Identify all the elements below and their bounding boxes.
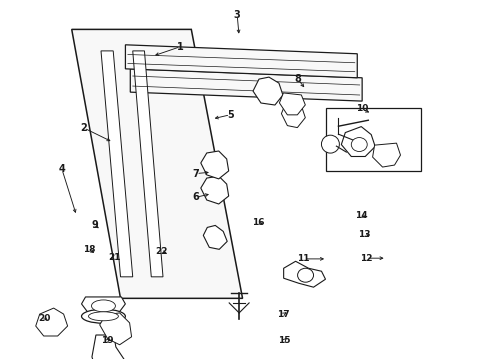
- Polygon shape: [342, 127, 375, 157]
- Ellipse shape: [321, 135, 340, 153]
- Text: 10: 10: [356, 104, 368, 113]
- Polygon shape: [36, 308, 68, 336]
- Text: 11: 11: [297, 255, 310, 264]
- Text: 16: 16: [252, 218, 265, 227]
- Text: 9: 9: [91, 220, 98, 230]
- Text: 18: 18: [83, 246, 96, 255]
- Polygon shape: [201, 151, 229, 179]
- Bar: [325, 108, 421, 171]
- Text: 5: 5: [227, 110, 234, 120]
- Text: 2: 2: [80, 123, 87, 133]
- Polygon shape: [279, 93, 305, 115]
- Polygon shape: [81, 297, 125, 314]
- Text: 1: 1: [177, 42, 184, 51]
- Polygon shape: [253, 77, 283, 105]
- Polygon shape: [281, 104, 305, 127]
- Polygon shape: [92, 335, 132, 360]
- Polygon shape: [125, 45, 357, 78]
- Polygon shape: [133, 51, 163, 277]
- Ellipse shape: [81, 309, 125, 323]
- Polygon shape: [201, 176, 229, 204]
- Text: 7: 7: [193, 168, 199, 179]
- Ellipse shape: [89, 312, 119, 321]
- Text: 12: 12: [360, 254, 372, 263]
- Polygon shape: [99, 313, 132, 345]
- Text: 20: 20: [39, 314, 51, 323]
- Polygon shape: [130, 69, 362, 101]
- Text: 3: 3: [234, 10, 241, 20]
- Text: 8: 8: [294, 74, 301, 84]
- Polygon shape: [72, 30, 243, 298]
- Polygon shape: [203, 225, 227, 249]
- Text: 6: 6: [193, 192, 199, 202]
- Ellipse shape: [92, 300, 116, 312]
- Text: 17: 17: [277, 310, 290, 319]
- Text: 21: 21: [108, 253, 121, 262]
- Polygon shape: [284, 261, 325, 287]
- Text: 19: 19: [101, 336, 114, 345]
- Polygon shape: [372, 143, 400, 167]
- Text: 13: 13: [358, 230, 371, 239]
- Ellipse shape: [351, 138, 367, 152]
- Text: 4: 4: [59, 164, 65, 174]
- Text: 14: 14: [355, 211, 368, 220]
- Ellipse shape: [297, 268, 314, 282]
- Text: 15: 15: [278, 336, 290, 345]
- Text: 22: 22: [155, 247, 167, 256]
- Polygon shape: [101, 51, 133, 277]
